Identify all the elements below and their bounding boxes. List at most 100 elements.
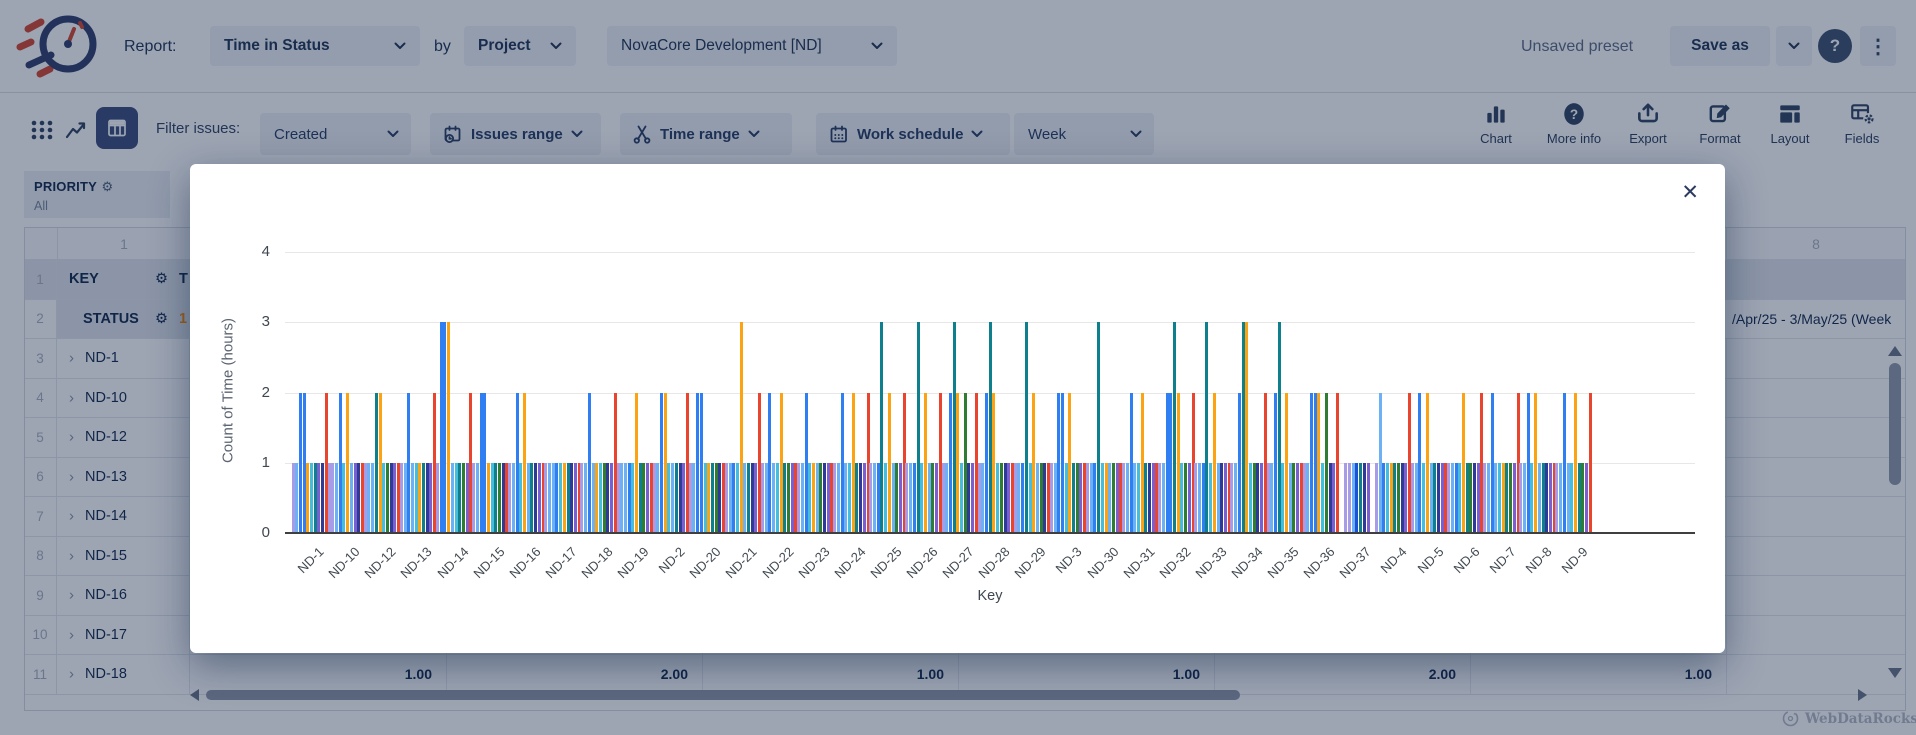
bar bbox=[812, 463, 815, 533]
bar bbox=[772, 463, 775, 533]
bar bbox=[848, 463, 851, 533]
bar bbox=[1253, 463, 1256, 533]
bar bbox=[538, 463, 541, 533]
bar bbox=[1559, 463, 1562, 533]
bar bbox=[483, 393, 486, 534]
bar bbox=[1538, 463, 1541, 533]
bar bbox=[718, 463, 721, 533]
bar bbox=[1050, 463, 1053, 533]
bar bbox=[841, 393, 844, 534]
bar bbox=[411, 463, 414, 533]
bar bbox=[1180, 463, 1183, 533]
bar bbox=[390, 463, 393, 533]
x-axis-title: Key bbox=[890, 588, 1090, 604]
bar bbox=[715, 463, 718, 533]
bar bbox=[888, 393, 891, 534]
bar bbox=[1068, 393, 1071, 534]
bar bbox=[1567, 463, 1570, 533]
bar bbox=[844, 463, 847, 533]
bar bbox=[877, 463, 880, 533]
bar bbox=[379, 393, 382, 534]
bar bbox=[1329, 463, 1332, 533]
bar bbox=[599, 463, 602, 533]
bar bbox=[1441, 463, 1444, 533]
bar bbox=[418, 463, 421, 533]
bar bbox=[1289, 463, 1292, 533]
bar bbox=[928, 463, 931, 533]
bar bbox=[371, 463, 374, 533]
bar bbox=[1072, 463, 1075, 533]
bar bbox=[1112, 463, 1115, 533]
bar bbox=[1144, 463, 1147, 533]
bar bbox=[1166, 393, 1169, 534]
bar bbox=[909, 463, 912, 533]
bar bbox=[920, 463, 923, 533]
bar bbox=[295, 463, 298, 533]
bar bbox=[502, 463, 505, 533]
bar bbox=[350, 463, 353, 533]
bar bbox=[1093, 463, 1096, 533]
bar bbox=[675, 463, 678, 533]
bar bbox=[1032, 393, 1035, 534]
bar bbox=[1238, 393, 1241, 534]
bar bbox=[967, 463, 970, 533]
bar bbox=[1581, 463, 1584, 533]
bar bbox=[780, 393, 783, 534]
bar bbox=[1105, 463, 1108, 533]
bar bbox=[1363, 463, 1366, 533]
y-axis-tick-label: 2 bbox=[230, 384, 270, 401]
bar bbox=[491, 463, 494, 533]
bar bbox=[1483, 463, 1486, 533]
bar bbox=[1397, 463, 1400, 533]
bar bbox=[588, 393, 591, 534]
bar bbox=[1359, 463, 1362, 533]
bar bbox=[833, 463, 836, 533]
bar bbox=[1542, 463, 1545, 533]
bar bbox=[1090, 463, 1093, 533]
bar bbox=[899, 463, 902, 533]
bar bbox=[747, 463, 750, 533]
bar bbox=[508, 463, 511, 533]
bar bbox=[1549, 463, 1552, 533]
bar bbox=[924, 393, 927, 534]
y-axis-tick-label: 4 bbox=[230, 243, 270, 260]
bar bbox=[1217, 463, 1220, 533]
bar bbox=[1274, 393, 1277, 534]
bar bbox=[797, 463, 800, 533]
bar bbox=[443, 322, 446, 533]
bar bbox=[584, 463, 587, 533]
bar bbox=[985, 393, 988, 534]
bar bbox=[1076, 463, 1079, 533]
bar bbox=[761, 463, 764, 533]
bar bbox=[732, 463, 735, 533]
bar bbox=[415, 463, 418, 533]
chart-plot: 01234ND-1ND-10ND-12ND-13ND-14ND-15ND-16N… bbox=[190, 164, 1725, 653]
bar bbox=[1184, 463, 1187, 533]
bar bbox=[382, 463, 385, 533]
bar bbox=[751, 463, 754, 533]
bar bbox=[1249, 463, 1252, 533]
bar bbox=[892, 463, 895, 533]
bar bbox=[342, 463, 345, 533]
bar bbox=[660, 393, 663, 534]
bar bbox=[580, 463, 583, 533]
bar bbox=[1130, 393, 1133, 534]
bar bbox=[1025, 322, 1028, 533]
bar bbox=[1209, 463, 1212, 533]
bar bbox=[1152, 463, 1155, 533]
bar bbox=[1502, 463, 1505, 533]
bar bbox=[808, 463, 811, 533]
bar bbox=[646, 463, 649, 533]
bar bbox=[314, 463, 317, 533]
bar bbox=[472, 463, 475, 533]
bar bbox=[494, 463, 497, 533]
bar bbox=[1355, 463, 1358, 533]
bar bbox=[321, 463, 324, 533]
bar bbox=[570, 463, 573, 533]
bar bbox=[743, 463, 746, 533]
bar bbox=[429, 463, 432, 533]
bar bbox=[426, 463, 429, 533]
bar bbox=[729, 463, 732, 533]
bar bbox=[631, 463, 634, 533]
bar bbox=[1418, 393, 1421, 534]
